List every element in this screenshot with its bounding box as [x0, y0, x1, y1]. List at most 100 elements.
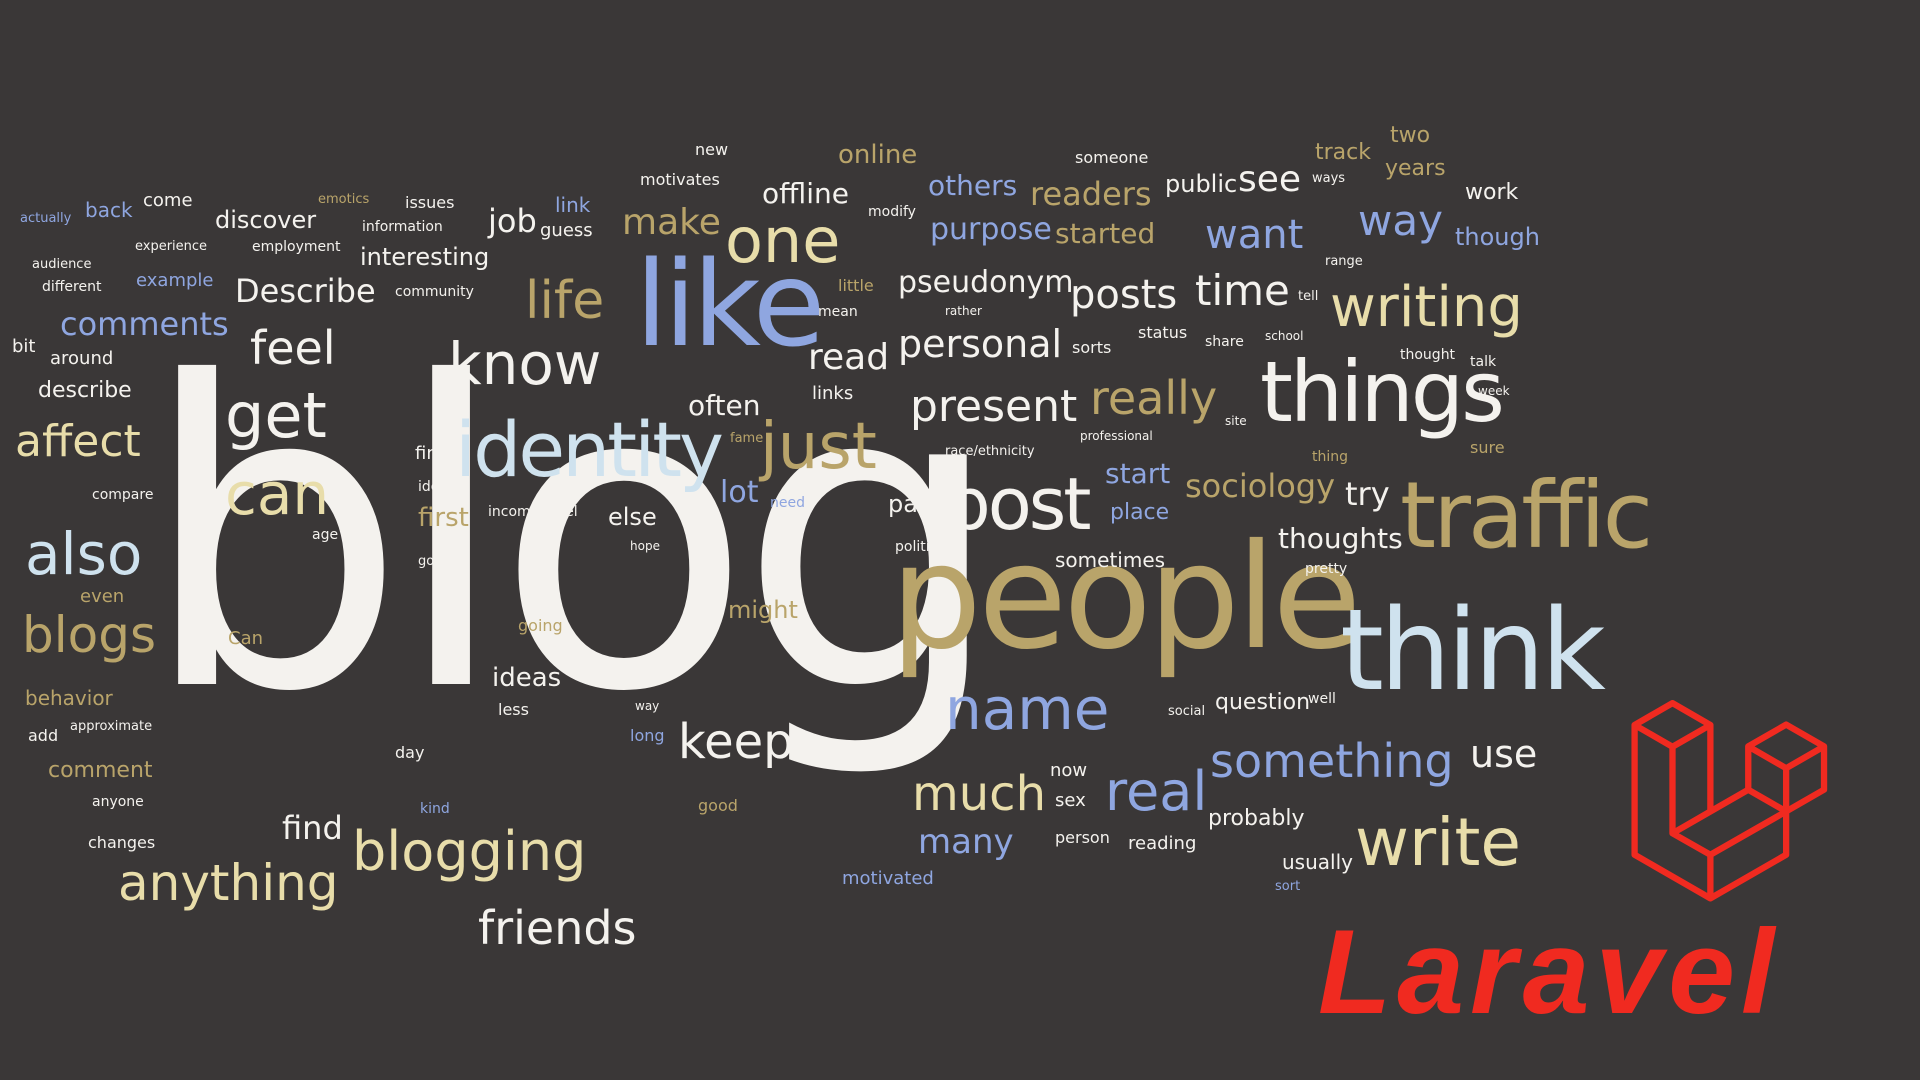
cloud-word-try: try — [1345, 475, 1390, 513]
cloud-word-many: many — [918, 822, 1014, 862]
cloud-word-social: social — [1168, 704, 1206, 719]
cloud-word-usually: usually — [1282, 850, 1353, 874]
cloud-word-else: else — [608, 503, 657, 531]
cloud-word-part: part — [888, 490, 938, 518]
cloud-word-name: name — [945, 675, 1110, 743]
cloud-word-comments: comments — [60, 305, 229, 343]
cloud-word-describe-cap: Describe — [235, 272, 376, 310]
cloud-word-new: new — [695, 140, 729, 159]
cloud-word-interesting: interesting — [360, 243, 490, 271]
cloud-word-community: community — [395, 284, 474, 300]
cloud-word-compare: compare — [92, 487, 154, 503]
cloud-word-talk: talk — [1470, 354, 1497, 370]
cloud-word-work: work — [1465, 180, 1519, 205]
cloud-word-might: might — [728, 596, 798, 624]
cloud-word-blogging: blogging — [352, 820, 587, 883]
cloud-word-thought: thought — [1400, 347, 1456, 363]
cloud-word-fine: fine — [415, 443, 449, 464]
cloud-word-emotics: emotics — [318, 192, 370, 207]
cloud-word-know: know — [448, 330, 602, 398]
cloud-word-going: going — [518, 616, 563, 635]
cloud-word-good: good — [698, 796, 738, 815]
cloud-word-example: example — [136, 270, 214, 291]
cloud-word-go: go — [418, 554, 435, 569]
cloud-word-question: question — [1215, 690, 1311, 715]
cloud-word-modify: modify — [868, 204, 916, 220]
cloud-word-readers: readers — [1030, 175, 1152, 213]
cloud-word-affect: affect — [15, 416, 141, 467]
cloud-word-just: just — [760, 410, 877, 484]
cloud-word-real: real — [1105, 760, 1208, 823]
cloud-word-add: add — [28, 726, 59, 745]
cloud-word-see: see — [1238, 159, 1302, 200]
cloud-word-can: can — [225, 460, 330, 528]
cloud-word-week: week — [1478, 384, 1510, 398]
cloud-word-one: one — [725, 204, 841, 277]
cloud-word-probably: probably — [1208, 806, 1305, 831]
cloud-word-public: public — [1165, 170, 1238, 198]
cloud-word-discover: discover — [215, 206, 317, 234]
cloud-word-traffic: traffic — [1400, 462, 1653, 569]
cloud-word-find: find — [282, 809, 343, 847]
cloud-word-politics: politics — [895, 539, 945, 555]
cloud-word-keep: keep — [678, 714, 794, 770]
cloud-word-comment: comment — [48, 758, 153, 783]
cloud-word-people: people — [890, 513, 1361, 682]
cloud-word-someone: someone — [1075, 148, 1149, 167]
laravel-wordmark: Laravel — [1318, 905, 1781, 1039]
cloud-word-something: something — [1210, 734, 1454, 788]
cloud-word-range: range — [1325, 254, 1363, 269]
cloud-word-write: write — [1355, 804, 1521, 881]
cloud-word-motivated: motivated — [842, 868, 934, 889]
cloud-word-always: always — [258, 674, 303, 689]
cloud-word-job: job — [488, 202, 537, 240]
cloud-word-start: start — [1105, 457, 1171, 490]
cloud-word-different: different — [42, 279, 102, 295]
cloud-word-track: track — [1315, 140, 1371, 165]
cloud-word-professional: professional — [1080, 429, 1153, 443]
cloud-word-started: started — [1055, 217, 1156, 250]
cloud-word-feel: feel — [250, 321, 336, 375]
cloud-word-now: now — [1050, 760, 1088, 781]
cloud-word-even: even — [80, 586, 125, 607]
cloud-word-online: online — [838, 140, 918, 170]
cloud-word-time: time — [1195, 266, 1290, 315]
cloud-word-sometimes: sometimes — [1055, 548, 1166, 572]
cloud-word-long: long — [630, 726, 665, 745]
cloud-word-though: though — [1455, 223, 1540, 251]
cloud-word-sex: sex — [1055, 790, 1086, 811]
cloud-word-audience: audience — [32, 257, 92, 272]
cloud-word-place: place — [1110, 500, 1170, 525]
cloud-word-day: day — [395, 743, 425, 762]
cloud-word-changes: changes — [88, 833, 156, 852]
laravel-logo-icon — [1631, 700, 1828, 902]
cloud-word-school: school — [1265, 329, 1304, 343]
cloud-word-describe: describe — [38, 378, 132, 403]
cloud-word-thoughts: thoughts — [1278, 522, 1403, 555]
cloud-word-get: get — [225, 379, 327, 452]
cloud-word-fame: fame — [730, 431, 764, 446]
cloud-word-personal: personal — [898, 322, 1063, 366]
cloud-word-income-level: income-level — [488, 504, 578, 520]
cloud-word-sure: sure — [1470, 438, 1505, 457]
cloud-word-employment: employment — [252, 239, 341, 255]
cloud-word-ways: ways — [1312, 171, 1346, 186]
cloud-word-experience: experience — [135, 239, 208, 254]
cloud-word-less: less — [498, 700, 529, 719]
cloud-word-anything: anything — [118, 854, 339, 912]
cloud-word-use: use — [1470, 732, 1538, 776]
cloud-word-motivates: motivates — [640, 170, 720, 189]
cloud-word-sort: sort — [1275, 879, 1301, 894]
cloud-word-also: also — [25, 520, 143, 588]
cloud-word-need: need — [770, 495, 805, 511]
cloud-word-make: make — [622, 202, 721, 243]
cloud-word-others: others — [928, 169, 1018, 202]
cloud-word-idea: idea — [418, 479, 448, 495]
cloud-word-little: little — [838, 276, 874, 295]
cloud-word-link: link — [555, 193, 591, 217]
cloud-word-really: really — [1090, 371, 1218, 425]
cloud-word-behavior: behavior — [25, 686, 113, 710]
cloud-word-life: life — [525, 271, 605, 331]
cloud-word-can-cap: Can — [228, 628, 264, 649]
cloud-word-hope: hope — [630, 539, 660, 553]
